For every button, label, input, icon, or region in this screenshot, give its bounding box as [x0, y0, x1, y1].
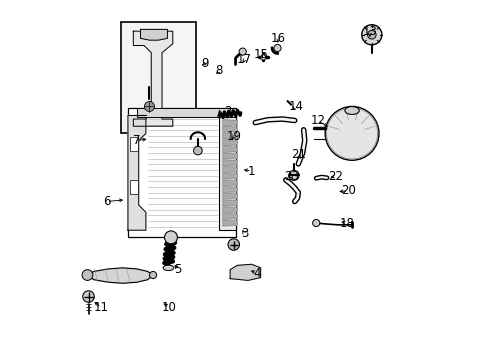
Text: 6: 6	[102, 195, 110, 208]
Polygon shape	[223, 187, 237, 193]
Text: 10: 10	[162, 301, 176, 314]
Ellipse shape	[163, 265, 174, 271]
Circle shape	[361, 25, 381, 45]
Polygon shape	[223, 213, 237, 219]
Text: 22: 22	[328, 170, 343, 183]
Polygon shape	[223, 193, 237, 199]
Text: 2: 2	[224, 105, 232, 118]
Polygon shape	[223, 153, 237, 159]
Text: 23: 23	[283, 170, 298, 183]
Text: 16: 16	[270, 32, 285, 45]
Circle shape	[260, 55, 265, 60]
Text: 19: 19	[226, 130, 241, 144]
Text: 8: 8	[215, 64, 223, 77]
Text: 4: 4	[253, 267, 260, 280]
Bar	[128, 108, 235, 237]
Text: 18: 18	[339, 216, 353, 230]
Text: 13: 13	[362, 25, 377, 38]
Polygon shape	[223, 140, 237, 145]
Polygon shape	[223, 167, 237, 172]
Circle shape	[239, 48, 246, 55]
Text: 5: 5	[174, 263, 182, 276]
Text: 7: 7	[133, 134, 141, 147]
Bar	[130, 180, 138, 194]
Circle shape	[82, 270, 93, 280]
Bar	[219, 116, 235, 230]
Text: 15: 15	[253, 48, 267, 61]
Polygon shape	[223, 133, 237, 139]
Circle shape	[82, 291, 94, 302]
Bar	[130, 137, 138, 151]
Circle shape	[144, 102, 154, 112]
Circle shape	[193, 146, 202, 155]
Circle shape	[227, 239, 239, 250]
Text: 17: 17	[237, 53, 251, 66]
Polygon shape	[223, 220, 237, 226]
Circle shape	[288, 170, 298, 180]
Text: 12: 12	[310, 114, 325, 127]
Bar	[137, 108, 235, 117]
Circle shape	[312, 220, 319, 226]
Polygon shape	[223, 147, 237, 152]
Polygon shape	[223, 126, 237, 132]
Text: 1: 1	[247, 165, 255, 177]
Circle shape	[325, 107, 378, 160]
Polygon shape	[223, 173, 237, 179]
Polygon shape	[230, 264, 260, 280]
Bar	[121, 22, 196, 134]
Ellipse shape	[344, 107, 359, 114]
Polygon shape	[223, 180, 237, 186]
Circle shape	[367, 31, 375, 39]
Text: 14: 14	[288, 100, 304, 113]
Polygon shape	[87, 268, 153, 283]
Text: 3: 3	[240, 227, 248, 240]
Circle shape	[164, 231, 177, 244]
Text: 11: 11	[93, 301, 108, 314]
Polygon shape	[140, 30, 167, 40]
Text: 21: 21	[290, 148, 305, 161]
Circle shape	[273, 44, 281, 51]
Polygon shape	[223, 207, 237, 212]
Circle shape	[149, 271, 156, 279]
Text: 9: 9	[201, 57, 208, 70]
Polygon shape	[223, 200, 237, 206]
Polygon shape	[223, 120, 237, 126]
Polygon shape	[133, 31, 172, 126]
Polygon shape	[128, 116, 145, 230]
Text: 20: 20	[340, 184, 355, 197]
Polygon shape	[223, 160, 237, 166]
